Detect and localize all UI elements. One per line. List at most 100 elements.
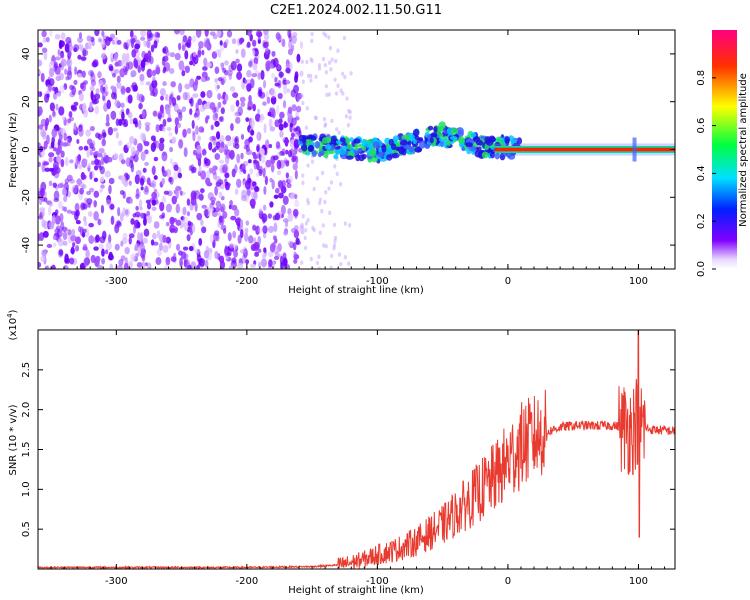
spectrogram-noise-mark xyxy=(278,71,285,78)
spectrogram-noise-mark xyxy=(229,85,236,92)
spectrogram-noise-mark xyxy=(294,116,300,121)
spectrogram-noise-mark xyxy=(285,149,289,155)
spectrogram-noise-mark xyxy=(194,77,199,87)
spectrogram-noise-mark xyxy=(282,86,288,95)
spectrogram-signal-mark xyxy=(346,137,351,145)
spectrogram-sparse-mark xyxy=(342,35,347,41)
spectrogram-noise-mark xyxy=(47,206,52,216)
spectrogram-signal-mark xyxy=(510,139,517,144)
spectrogram-noise-mark xyxy=(73,79,78,86)
spectrogram-noise-mark xyxy=(209,102,216,111)
spectrogram-noise-mark xyxy=(276,159,282,170)
spectrogram-noise-mark xyxy=(278,192,284,199)
spectrogram-y-tick-label: -20 xyxy=(21,189,32,205)
spectrogram-noise-mark xyxy=(78,32,83,39)
spectrogram-y-tick-label: 0 xyxy=(21,146,32,152)
spectrogram-noise-mark xyxy=(143,40,148,47)
spectrogram-noise-mark xyxy=(44,122,48,131)
spectrogram-signal-mark xyxy=(489,136,496,143)
spectrogram-noise-mark xyxy=(93,200,97,208)
spectrogram-sparse-mark xyxy=(300,59,304,64)
spectrogram-noise-mark xyxy=(260,154,266,164)
spectrogram-noise-mark xyxy=(192,34,196,44)
spectrogram-noise-mark xyxy=(136,262,143,268)
spectrogram-sparse-mark xyxy=(321,56,326,62)
spectrogram-noise-mark xyxy=(86,190,91,196)
spectrogram-noise-mark xyxy=(130,253,136,262)
spectrogram-noise-mark xyxy=(134,43,141,50)
spectrogram-noise-mark xyxy=(272,235,277,241)
spectrogram-noise-mark xyxy=(217,211,221,217)
spectrogram-noise-mark xyxy=(153,40,158,49)
spectrogram-noise-mark xyxy=(48,78,55,87)
spectrogram-noise-mark xyxy=(177,122,182,129)
spectrogram-noise-mark xyxy=(128,233,135,239)
spectrogram-noise-mark xyxy=(99,236,106,244)
spectrogram-noise-mark xyxy=(227,232,232,242)
spectrogram-noise-mark xyxy=(231,257,237,264)
spectrogram-signal-mark xyxy=(319,150,325,155)
spectrogram-noise-mark xyxy=(120,87,126,93)
spectrogram-noise-mark xyxy=(56,228,63,238)
spectrogram-noise-mark xyxy=(94,30,100,37)
spectrogram-noise-mark xyxy=(114,243,120,251)
spectrogram-noise-mark xyxy=(125,209,129,216)
spectrogram-noise-mark xyxy=(68,111,73,118)
spectrogram-sparse-mark xyxy=(313,115,317,120)
spectrogram-noise-mark xyxy=(101,248,105,257)
spectrogram-noise-mark xyxy=(89,171,93,180)
spectrogram-noise-mark xyxy=(215,131,221,140)
spectrogram-noise-mark xyxy=(161,195,166,204)
spectrogram-noise-mark xyxy=(246,30,252,37)
spectrogram-noise-mark xyxy=(120,102,125,109)
spectrogram-sparse-mark xyxy=(343,74,347,80)
spectrogram-noise-mark xyxy=(245,117,250,122)
spectrogram-noise-mark xyxy=(214,250,219,260)
spectrogram-noise-mark xyxy=(158,242,163,251)
spectrogram-noise-mark xyxy=(79,187,85,195)
spectrogram-signal-mark xyxy=(414,147,422,153)
spectrogram-noise-mark xyxy=(62,240,68,246)
spectrogram-noise-mark xyxy=(283,139,290,144)
spectrogram-noise-mark xyxy=(253,190,258,201)
spectrogram-noise-mark xyxy=(291,155,296,163)
spectrogram-x-tick-label: -300 xyxy=(105,276,128,287)
spectrogram-noise-mark xyxy=(285,67,291,74)
spectrogram-noise-mark xyxy=(248,235,254,244)
spectrogram-sparse-mark xyxy=(323,62,327,68)
spectrogram-noise-mark xyxy=(89,126,95,132)
spectrogram-noise-mark xyxy=(203,103,210,110)
spectrogram-noise-mark xyxy=(78,145,84,151)
spectrogram-noise-mark xyxy=(81,158,88,168)
spectrogram-noise-mark xyxy=(90,71,94,78)
spectrogram-noise-mark xyxy=(203,57,208,67)
colorbar-tick-label: 0.4 xyxy=(696,165,707,181)
snr-y-ticks: 0.5 1.0 1.5 2.0 2.5 xyxy=(21,362,675,537)
spectrogram-noise-mark xyxy=(271,179,275,190)
spectrogram-sparse-mark xyxy=(348,223,352,228)
spectrogram-noise-mark xyxy=(38,233,42,242)
spectrogram-noise-mark xyxy=(58,39,63,49)
spectrogram-noise-mark xyxy=(116,75,121,84)
spectrogram-noise-mark xyxy=(137,248,142,255)
spectrogram-noise-mark xyxy=(94,158,100,166)
spectrogram-noise-mark xyxy=(39,212,43,218)
spectrogram-sparse-mark xyxy=(318,230,322,235)
spectrogram-noise-mark xyxy=(184,65,190,74)
spectrogram-signal-mark xyxy=(433,126,438,133)
spectrogram-noise-mark xyxy=(81,231,86,238)
spectrogram-signal-mark xyxy=(481,151,489,159)
spectrogram-noise-mark xyxy=(264,175,269,186)
spectrogram-noise-mark xyxy=(165,236,171,244)
spectrogram-noise-mark xyxy=(178,64,185,71)
spectrogram-noise-mark xyxy=(226,69,233,77)
spectrogram-noise-mark xyxy=(224,60,229,66)
spectrogram-noise-mark xyxy=(192,224,196,233)
spectrogram-noise-mark xyxy=(238,168,243,175)
spectrogram-noise-mark xyxy=(63,206,68,212)
spectrogram-noise-mark xyxy=(206,115,210,120)
spectrogram-noise-mark xyxy=(294,130,300,138)
spectrogram-noise-mark xyxy=(281,38,286,48)
spectrogram-noise-mark xyxy=(158,141,165,152)
spectrogram-noise-mark xyxy=(146,68,153,78)
